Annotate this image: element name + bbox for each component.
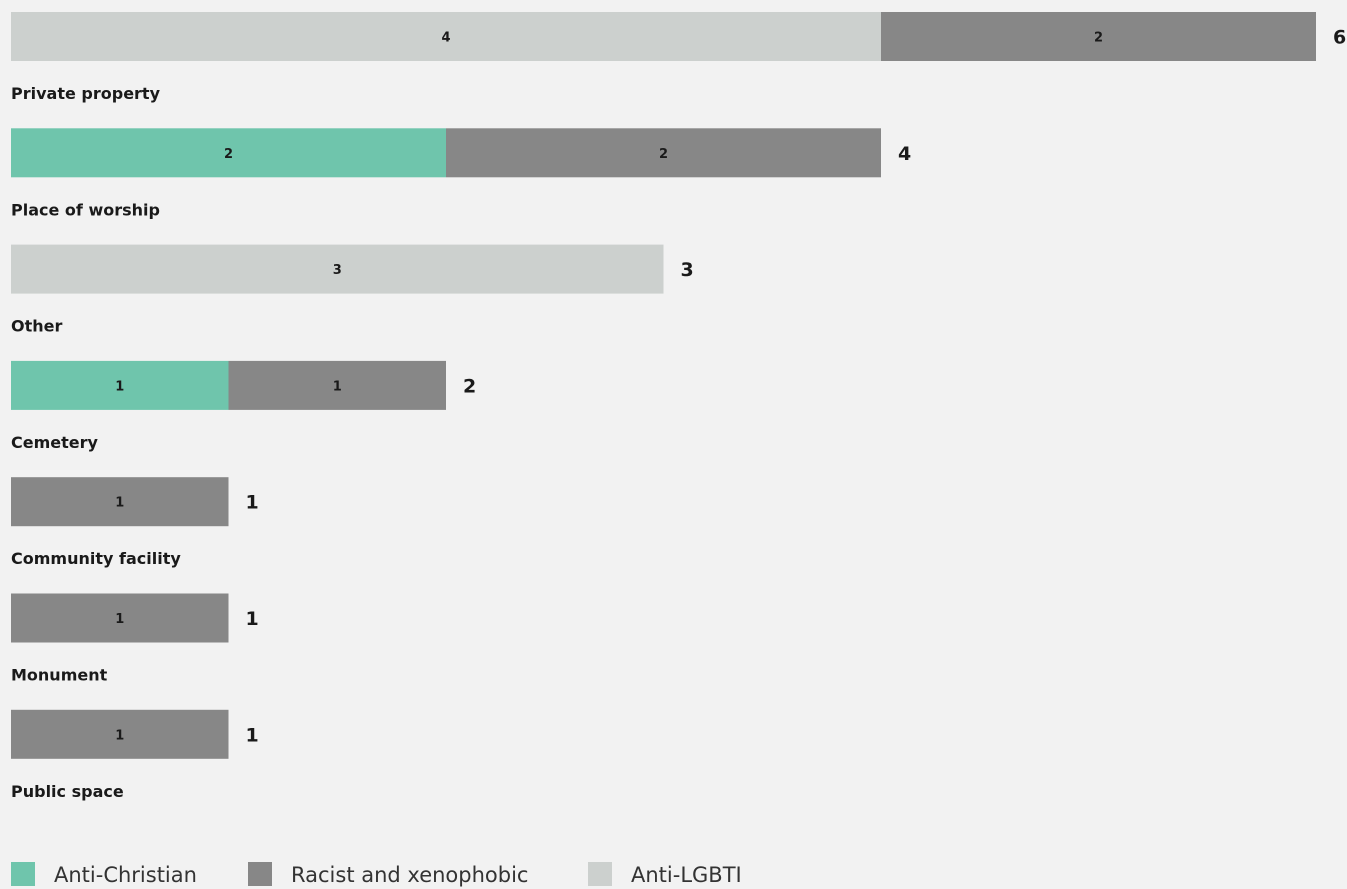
bar-total-label: 6 (1333, 27, 1346, 49)
legend: Anti-Christian Racist and xenophobic Anti-… (11, 862, 742, 887)
bar-row-community-facility: 1 1 Community facility (11, 477, 259, 568)
bar-row-place-of-worship: 2 2 4 Place of worship (11, 128, 911, 219)
legend-swatch (11, 862, 35, 886)
segment-value-label: 1 (115, 496, 124, 511)
bar-segment-racist-and-xenophobic (11, 709, 229, 759)
bar-total-label: 1 (246, 724, 259, 746)
bar-segment-racist-and-xenophobic (11, 477, 229, 527)
bar-total-label: 2 (463, 375, 476, 397)
category-label: Other (11, 317, 62, 336)
category-label: Place of worship (11, 200, 160, 219)
bar-segment-racist-and-xenophobic (11, 593, 229, 643)
bar-segment-racist-and-xenophobic (446, 128, 881, 178)
legend-item-racist-and-xenophobic: Racist and xenophobic (248, 862, 528, 887)
bar-total-label: 1 (246, 492, 259, 514)
bar-total-label: 1 (246, 608, 259, 630)
legend-item-anti-christian: Anti-Christian (11, 862, 197, 887)
legend-swatch (248, 862, 272, 886)
bar-segment-anti-lgbti (11, 244, 664, 294)
segment-value-label: 1 (115, 612, 124, 627)
segment-value-label: 1 (333, 379, 342, 394)
segment-value-label: 2 (1094, 31, 1103, 46)
category-label: Monument (11, 666, 108, 685)
bar-row-monument: 1 1 Monument (11, 593, 259, 685)
bar-row-private-property: 4 2 6 Private property (11, 12, 1346, 103)
bar-row-other: 3 3 Other (11, 244, 694, 336)
bar-total-label: 4 (898, 143, 911, 165)
segment-value-label: 4 (441, 31, 450, 46)
bar-segment-racist-and-xenophobic (881, 12, 1316, 61)
legend-item-anti-lgbti: Anti-LGBTI (588, 862, 742, 887)
legend-label: Racist and xenophobic (291, 863, 528, 887)
segment-value-label: 1 (115, 379, 124, 394)
segment-value-label: 3 (333, 263, 342, 278)
segment-value-label: 1 (115, 728, 124, 743)
category-label: Public space (11, 782, 124, 801)
bar-segment-anti-lgbti (11, 12, 881, 61)
bar-row-cemetery: 1 1 2 Cemetery (11, 360, 476, 452)
bar-segment-anti-christian (11, 128, 446, 178)
bar-segment-anti-christian (11, 360, 229, 410)
bar-total-label: 3 (681, 259, 694, 281)
bar-row-public-space: 1 1 Public space (11, 709, 259, 801)
bar-segment-racist-and-xenophobic (228, 360, 446, 410)
legend-label: Anti-Christian (54, 863, 197, 887)
category-label: Cemetery (11, 433, 99, 452)
legend-label: Anti-LGBTI (631, 863, 742, 887)
category-label: Community facility (11, 549, 181, 568)
segment-value-label: 2 (659, 147, 668, 162)
legend-swatch (588, 862, 612, 886)
segment-value-label: 2 (224, 147, 233, 162)
category-label: Private property (11, 84, 161, 103)
